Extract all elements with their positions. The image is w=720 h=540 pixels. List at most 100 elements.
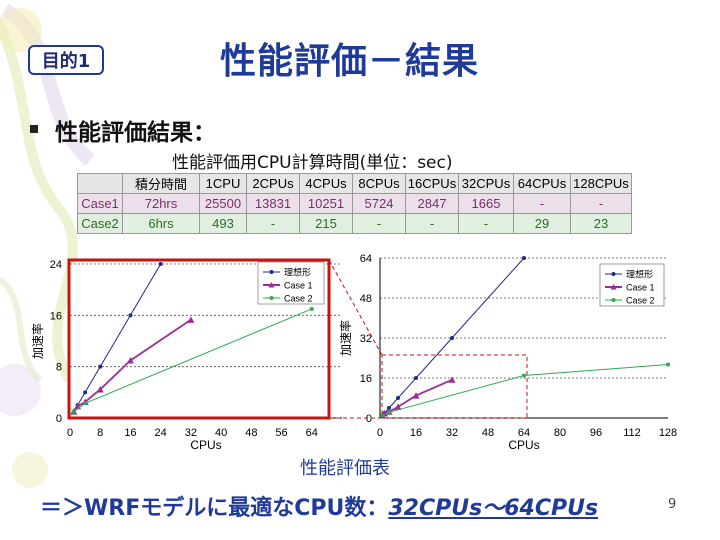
legend-marker (611, 272, 616, 276)
speedup-chart-right: 0 16 32 48 64 0 16 32 48 64 80 96 112 128 CPUs 加速率 理想形 Ca… (338, 253, 677, 452)
legend-marker (269, 270, 274, 274)
legend-marker (610, 284, 617, 290)
header-cell: 1CPU (199, 173, 247, 194)
legend-label: Case 2 (284, 294, 313, 304)
table-cell: - (405, 213, 459, 234)
header-cell: 16CPUs (405, 173, 459, 194)
table-header-row: 積分時間 1CPU 2CPUs 4CPUs 8CPUs 16CPUs 32CPU… (77, 173, 632, 194)
x-tick-label: 16 (124, 427, 136, 439)
x-tick-label: 56 (275, 427, 287, 439)
chart-legend: 理想形 Case 1 Case 2 (599, 263, 665, 307)
chart-legend: 理想形 Case 1 Case 2 (257, 261, 325, 305)
data-point (98, 364, 103, 369)
speedup-chart-left: 0 8 16 24 0 8 16 24 32 40 48 56 64 CPUs 加速率 理想形 Case 1 Ca… (30, 259, 342, 452)
x-tick-label: 64 (306, 427, 318, 439)
data-point (414, 376, 418, 380)
data-point (309, 306, 314, 311)
data-point (387, 410, 391, 415)
table-cell: 5724 (352, 193, 406, 214)
data-point (83, 390, 88, 395)
x-tick-label: 80 (554, 427, 566, 439)
table-cell: Case2 (77, 213, 123, 234)
y-axis-label: 加速率 (338, 320, 353, 356)
table-row: Case2 6hrs 493 - 215 - - - 29 23 (77, 213, 632, 234)
x-tick-label: 48 (482, 427, 494, 439)
header-cell: 8CPUs (352, 173, 406, 194)
table-caption: 性能評価用CPU計算時間(単位：sec) (172, 153, 453, 173)
y-tick-label: 48 (360, 293, 372, 305)
table-cell: 1665 (458, 193, 514, 214)
table-cell: 215 (299, 213, 353, 234)
x-tick-label: 24 (155, 427, 167, 439)
table-row: Case1 72hrs 25500 13831 10251 5724 2847 … (77, 193, 632, 214)
legend-label: Case 2 (626, 296, 655, 306)
data-point (666, 362, 670, 367)
x-tick-label: 96 (590, 427, 602, 439)
table-cell: 13831 (246, 193, 300, 214)
y-tick-label: 24 (50, 259, 62, 271)
x-tick-label: 16 (410, 427, 422, 439)
x-tick-label: 8 (97, 427, 103, 439)
data-point (522, 256, 526, 260)
objective-badge: 目的1 (28, 45, 104, 75)
x-axis-label: CPUs (190, 438, 221, 452)
x-tick-label: 32 (446, 427, 458, 439)
table-cell: 23 (570, 213, 632, 234)
legend-label: 理想形 (626, 269, 653, 280)
table-cell: - (458, 213, 514, 234)
y-tick-label: 64 (360, 253, 372, 265)
table-cell: 25500 (199, 193, 247, 214)
header-cell: 32CPUs (458, 173, 514, 194)
bullet-marker (30, 125, 38, 133)
legend-label: Case 1 (626, 283, 655, 293)
y-tick-label: 0 (366, 413, 372, 425)
table-cell: - (352, 213, 406, 234)
data-point (522, 373, 526, 378)
data-point (83, 401, 88, 406)
page-number: 9 (668, 497, 677, 512)
legend-marker (611, 298, 616, 302)
table-cell: - (570, 193, 632, 214)
x-tick-label: 112 (623, 427, 641, 439)
table-cell: Case1 (77, 193, 123, 214)
header-cell: 128CPUs (570, 173, 632, 194)
table-cell: 29 (513, 213, 571, 234)
y-axis-label: 加速率 (30, 323, 45, 359)
table-cell: - (246, 213, 300, 234)
y-tick-label: 32 (360, 333, 372, 345)
data-point (396, 396, 400, 400)
x-tick-label: 0 (67, 427, 73, 439)
figure-caption: 性能評価表 (300, 458, 390, 479)
x-tick-label: 32 (185, 427, 197, 439)
section-heading: 性能評価結果： (55, 120, 216, 146)
header-cell: 64CPUs (513, 173, 571, 194)
data-point (71, 409, 76, 414)
x-tick-label: 128 (659, 427, 677, 439)
cpu-time-table: 積分時間 1CPU 2CPUs 4CPUs 8CPUs 16CPUs 32CPU… (77, 173, 632, 234)
table-cell: 493 (199, 213, 247, 234)
legend-label: Case 1 (284, 281, 313, 291)
conclusion-text: ＝＞WRFモデルに最適なCPU数：32CPUs～64CPUs (40, 490, 598, 522)
header-cell: 4CPUs (299, 173, 353, 194)
table-cell: - (513, 193, 571, 214)
legend-label: 理想形 (284, 267, 311, 278)
x-axis-label: CPUs (508, 438, 539, 452)
legend-marker (269, 296, 274, 300)
header-cell: 積分時間 (122, 173, 200, 194)
conclusion-highlight: 32CPUs～64CPUs (388, 496, 599, 521)
data-point (380, 413, 385, 418)
data-point (128, 313, 133, 318)
x-tick-label: 64 (518, 427, 530, 439)
y-tick-label: 0 (56, 413, 62, 425)
x-tick-label: 0 (377, 427, 383, 439)
header-cell (77, 173, 123, 194)
x-tick-label: 40 (215, 427, 227, 439)
table-cell: 72hrs (122, 193, 200, 214)
y-tick-label: 8 (56, 362, 62, 374)
y-tick-label: 16 (360, 373, 372, 385)
x-tick-label: 48 (245, 427, 257, 439)
data-point (450, 336, 454, 340)
legend-box (599, 263, 665, 307)
data-point (158, 262, 163, 266)
conclusion-prefix: ＝＞WRFモデルに最適なCPU数： (40, 496, 389, 521)
